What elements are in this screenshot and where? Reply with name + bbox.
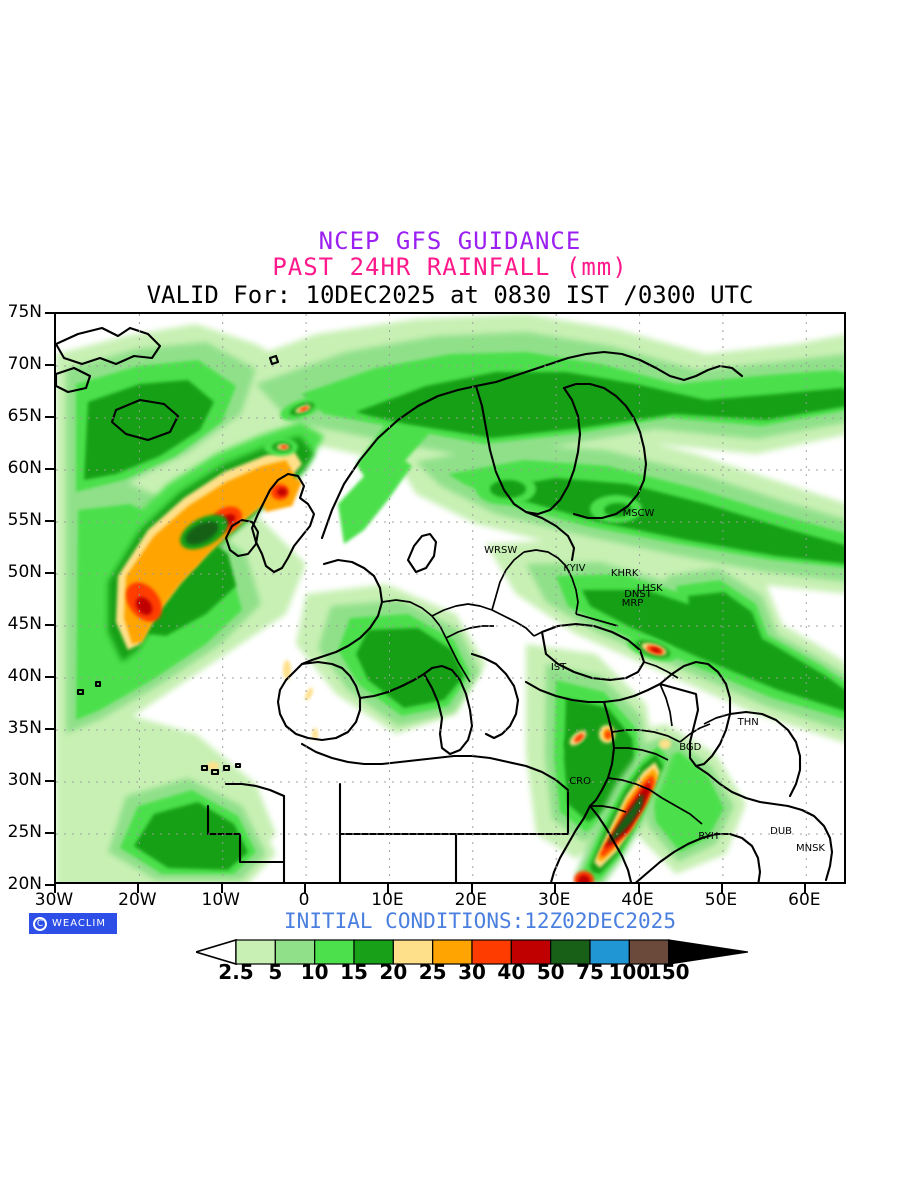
colorbar-over-arrow — [668, 939, 748, 965]
lon-tick-mark — [720, 884, 723, 893]
lat-tick-label: 35N — [7, 718, 42, 738]
lon-tick-label: 40E — [621, 890, 654, 910]
colorbar-tick-30: 30 — [458, 960, 486, 984]
rainfall-heatmap — [56, 314, 844, 882]
city-label-dnst: DNST — [624, 588, 652, 600]
colorbar-tick-25: 25 — [418, 960, 447, 984]
colorbar-tick-50: 50 — [536, 960, 565, 984]
colorbar-band-25-30[interactable] — [432, 939, 473, 965]
colorbar-tick-5: 5 — [268, 960, 283, 984]
lat-tick-mark — [45, 624, 54, 626]
lon-tick-mark — [137, 884, 140, 893]
lon-tick-mark — [304, 884, 307, 893]
lat-tick-mark — [45, 728, 54, 730]
lat-tick-label: 65N — [7, 406, 42, 426]
map-frame: MSCW WRSW KYIV KHRK LHSK DNST MRP IST THN BGD CRO M… — [54, 312, 846, 884]
longitude-axis: 30W 20W 10W 0 10E 20E 30E 40E 50E 60E — [35, 312, 846, 910]
copyright-icon: C — [33, 916, 47, 931]
lat-tick-mark — [45, 520, 54, 522]
lon-tick-label: 60E — [788, 890, 821, 910]
lat-tick-label: 50N — [7, 562, 42, 582]
map-container[interactable]: MSCW WRSW KYIV KHRK LHSK DNST MRP IST THN BGD CRO M… — [8, 302, 846, 910]
colorbar-band-30-40[interactable] — [471, 939, 512, 965]
lat-tick-label: 75N — [7, 302, 42, 322]
lon-tick-mark — [804, 884, 807, 893]
lon-tick-label: 0 — [298, 890, 310, 910]
city-label-khrk: KHRK — [610, 568, 639, 579]
lon-tick-mark — [387, 884, 390, 893]
weaclim-logo[interactable]: C WEACLIM — [29, 913, 117, 934]
lat-tick-mark — [45, 572, 54, 574]
lon-tick-label: 50E — [704, 890, 738, 910]
page-title-model: NCEP GFS GUIDANCE — [318, 227, 582, 255]
colorbar-band-2.5-5[interactable] — [235, 939, 276, 965]
initial-conditions-label: INITIAL CONDITIONS:12Z02DEC2025 — [284, 909, 676, 933]
colorbar-tick-150: 150 — [647, 960, 690, 984]
city-label-lhsk: LHSK — [636, 582, 663, 594]
colorbar-tick-15: 15 — [340, 960, 368, 984]
colorbar-tick-20: 20 — [379, 960, 408, 984]
lon-tick-label: 10W — [201, 890, 240, 910]
colorbar-tick-100: 100 — [608, 960, 651, 984]
lat-tick-mark — [45, 416, 54, 418]
title-block: NCEP GFS GUIDANCE PAST 24HR RAINFALL (mm… — [0, 228, 900, 309]
colorbar-band-5-10[interactable] — [274, 939, 316, 965]
city-label-ist: IST — [550, 661, 567, 673]
colorbar-band-50-75[interactable] — [550, 939, 591, 965]
lat-tick-label: 70N — [7, 354, 42, 374]
city-label-wrsw: WRSW — [484, 545, 518, 557]
page-title-product: PAST 24HR RAINFALL (mm) — [272, 253, 628, 281]
lon-tick-mark — [220, 884, 223, 893]
page-title-valid-time: VALID For: 10DEC2025 at 0830 IST /0300 U… — [146, 281, 754, 309]
lat-tick-mark — [45, 364, 54, 366]
city-label-mnsk: MNSK — [795, 842, 825, 854]
lon-tick-label: 20E — [454, 890, 488, 910]
colorbar-tick-labels: 2.5 5 10 15 20 25 30 40 50 75 100 150 — [196, 960, 748, 990]
colorbar-tick-75: 75 — [576, 960, 604, 984]
city-label-cro: CRO — [569, 776, 592, 787]
lat-tick-mark — [45, 832, 54, 834]
lat-tick-label: 40N — [7, 666, 42, 686]
colorbar-swatches — [196, 938, 748, 966]
latitude-axis: 20N 25N 30N 35N 40N 45N 50N 55N 60N 65N 70N 75N — [8, 302, 846, 894]
lat-tick-label: 30N — [7, 770, 42, 790]
colorbar-band-75-100[interactable] — [589, 939, 630, 965]
lat-tick-mark — [45, 780, 54, 782]
lat-tick-mark — [45, 676, 54, 678]
lon-tick-label: 10E — [371, 890, 404, 910]
city-label-bgd: BGD — [679, 741, 702, 753]
lon-tick-mark — [554, 884, 557, 893]
lat-tick-label: 25N — [7, 822, 42, 842]
lat-tick-label: 45N — [7, 614, 42, 634]
city-label-kyiv: KYIV — [563, 562, 586, 574]
lon-tick-label: 30W — [34, 890, 74, 910]
city-label-thn: THN — [737, 716, 759, 728]
lat-tick-mark — [45, 884, 54, 886]
city-label-mrp: MRP — [621, 598, 644, 610]
city-label-ryh: RYH — [698, 831, 719, 843]
lon-tick-label: 20W — [118, 890, 157, 910]
lat-tick-label: 20N — [7, 874, 42, 894]
city-label-dub: DUB — [770, 825, 793, 837]
lon-tick-mark — [637, 884, 640, 893]
city-label-mscw: MSCW — [622, 507, 655, 519]
lat-tick-mark — [45, 312, 54, 314]
lat-tick-label: 55N — [7, 510, 42, 530]
colorbar-band-100-150[interactable] — [628, 939, 670, 965]
colorbar-band-15-20[interactable] — [353, 939, 394, 965]
logo-label: WEACLIM — [52, 918, 107, 929]
lat-tick-label: 60N — [7, 458, 42, 478]
lat-tick-mark — [45, 468, 54, 470]
colorbar-tick-40: 40 — [497, 960, 526, 984]
lon-tick-label: 30E — [538, 890, 571, 910]
lon-tick-mark — [54, 884, 56, 893]
colorbar-tick-2.5: 2.5 — [218, 960, 254, 984]
colorbar-tick-10: 10 — [300, 960, 329, 984]
lon-tick-mark — [470, 884, 473, 893]
rainfall-colorbar[interactable] — [196, 936, 748, 968]
